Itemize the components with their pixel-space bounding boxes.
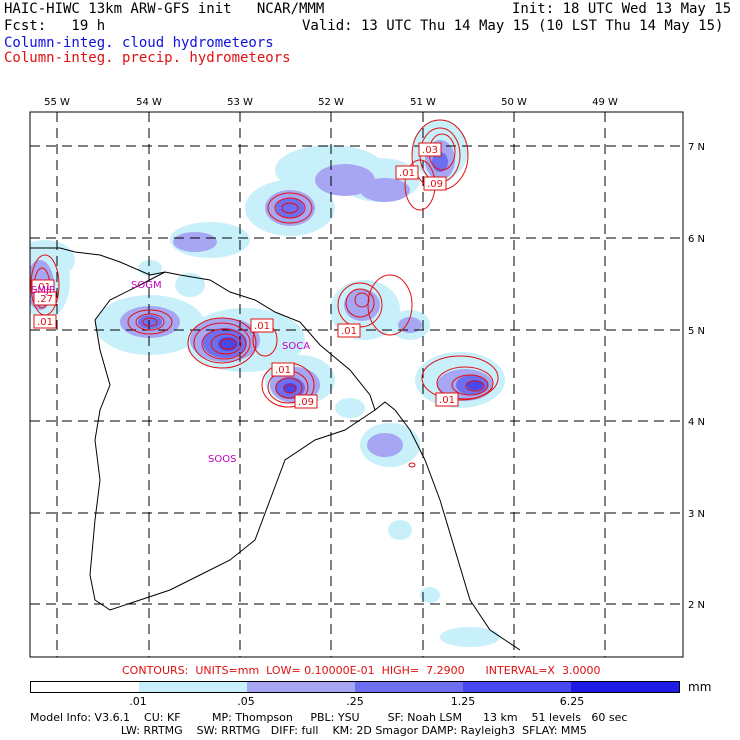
svg-text:55 W: 55 W	[44, 97, 70, 108]
header-forecast-hour: Fcst: 19 h	[4, 18, 106, 34]
colorbar-segment	[571, 682, 679, 692]
contour-label-7: .09	[294, 394, 318, 409]
svg-text:.01: .01	[341, 326, 357, 337]
coastline	[30, 247, 521, 651]
contour-labels: .03 .01 .09 .01 .01 .01 .09 .01 .01 .27 …	[31, 142, 459, 409]
colorbar-tick-1: .01	[129, 695, 147, 708]
station-sogm: SOGM	[131, 280, 162, 291]
contour-label-4: .01	[250, 318, 274, 333]
lat-labels: 7 N 6 N 5 N 4 N 3 N 2 N	[688, 142, 705, 611]
legend-precip: Column-integ. precip. hydrometeors	[4, 50, 291, 66]
svg-text:.01: .01	[254, 321, 270, 332]
svg-text:49 W: 49 W	[592, 97, 618, 108]
svg-text:7 N: 7 N	[688, 142, 705, 153]
header-init-time: Init: 18 UTC Wed 13 May 15	[512, 1, 732, 17]
svg-text:.01: .01	[275, 365, 291, 376]
colorbar	[30, 681, 680, 693]
colorbar-segment	[355, 682, 463, 692]
svg-text:52 W: 52 W	[318, 97, 344, 108]
svg-text:.09: .09	[427, 179, 443, 190]
lon-labels: 55 W 54 W 53 W 52 W 51 W 50 W 49 W	[44, 97, 618, 108]
cloud-field	[30, 120, 505, 647]
colorbar-segment	[31, 682, 139, 692]
station-soos: SOOS	[208, 454, 236, 465]
station-smjp: SMJP	[31, 285, 55, 296]
colorbar-tick-5: 6.25	[559, 695, 585, 708]
svg-text:.01: .01	[399, 168, 415, 179]
svg-text:4 N: 4 N	[688, 417, 705, 428]
svg-text:2 N: 2 N	[688, 600, 705, 611]
contours-info: CONTOURS: UNITS=mm LOW= 0.10000E-01 HIGH…	[122, 664, 601, 677]
colorbar-segment	[463, 682, 571, 692]
colorbar-tick-2: .05	[237, 695, 255, 708]
footer-model-info-2: LW: RRTMG SW: RRTMG DIFF: full KM: 2D Sm…	[30, 724, 587, 737]
svg-text:.01: .01	[439, 395, 455, 406]
header-title: HAIC-HIWC 13km ARW-GFS init NCAR/MMM	[4, 1, 325, 17]
station-labels: SOGM SOCA SOOS SMJP	[31, 280, 310, 465]
contour-label-10: .27	[33, 291, 57, 306]
svg-text:5 N: 5 N	[688, 326, 705, 337]
svg-text:.27: .27	[37, 294, 53, 305]
contour-label-6: .01	[271, 362, 295, 377]
svg-text:50 W: 50 W	[501, 97, 527, 108]
svg-text:.01: .01	[37, 317, 53, 328]
svg-text:.09: .09	[298, 397, 314, 408]
station-soca: SOCA	[282, 341, 310, 352]
colorbar-units: mm	[688, 680, 712, 694]
contour-label-11: .01	[33, 314, 57, 329]
map-frame	[29, 111, 684, 658]
footer-model-info-1: Model Info: V3.6.1 CU: KF MP: Thompson P…	[30, 711, 628, 724]
svg-text:53 W: 53 W	[227, 97, 253, 108]
svg-text:51 W: 51 W	[410, 97, 436, 108]
contour-label-2: .01	[395, 165, 419, 180]
colorbar-tick-3: .25	[346, 695, 364, 708]
svg-text:6 N: 6 N	[688, 234, 705, 245]
contour-label-1: .03	[418, 142, 442, 157]
svg-text:54 W: 54 W	[136, 97, 162, 108]
colorbar-segment	[247, 682, 355, 692]
legend-cloud: Column-integ. cloud hydrometeors	[4, 35, 274, 51]
contour-label-3: .09	[423, 176, 447, 191]
colorbar-tick-4: 1.25	[450, 695, 476, 708]
contour-label-5: .01	[337, 323, 361, 338]
svg-text:3 N: 3 N	[688, 509, 705, 520]
header-valid-time: Valid: 13 UTC Thu 14 May 15 (10 LST Thu …	[302, 18, 724, 34]
colorbar-segment	[139, 682, 247, 692]
contour-label-8: .01	[435, 392, 459, 407]
svg-text:.01: .01	[35, 282, 51, 293]
svg-text:.03: .03	[422, 145, 438, 156]
